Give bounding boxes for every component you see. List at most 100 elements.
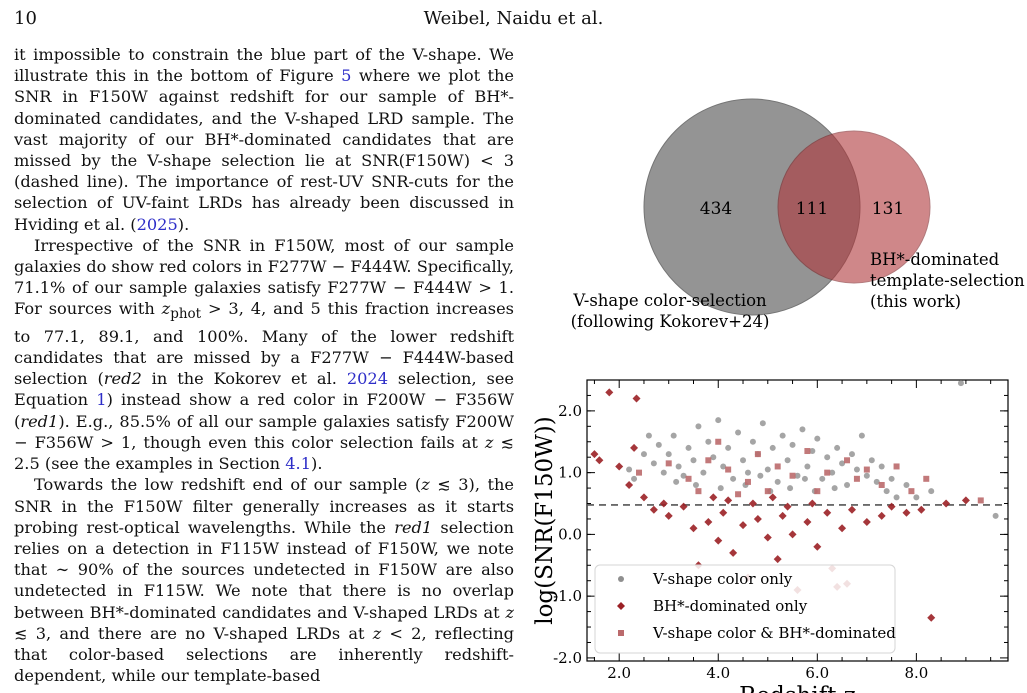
data-point-circle bbox=[799, 426, 806, 433]
subscript-text: phot bbox=[170, 306, 202, 323]
data-point-circle bbox=[834, 444, 841, 451]
text-run: > 3, 4, and 5 this fraction increases to… bbox=[14, 299, 514, 389]
venn-count-bh-only: 131 bbox=[872, 199, 904, 219]
data-point-circle bbox=[692, 481, 699, 488]
data-point-diamond bbox=[778, 511, 787, 520]
y-tick-label: -2.0 bbox=[553, 649, 582, 667]
data-point-circle bbox=[675, 463, 682, 470]
data-point-diamond bbox=[763, 533, 772, 542]
y-tick-label: -1.0 bbox=[553, 587, 582, 605]
data-point-square bbox=[725, 466, 732, 473]
data-point-square bbox=[754, 451, 761, 458]
data-point-square bbox=[695, 488, 702, 495]
data-point-circle bbox=[844, 481, 851, 488]
data-point-circle bbox=[839, 460, 846, 467]
data-point-diamond bbox=[813, 542, 822, 551]
data-point-diamond bbox=[590, 450, 599, 459]
data-point-square bbox=[923, 475, 930, 482]
x-tick-label: 2.0 bbox=[607, 664, 631, 682]
data-point-square bbox=[844, 457, 851, 464]
italic-text: z bbox=[421, 475, 430, 495]
venn-circle-bh bbox=[777, 130, 931, 284]
data-point-circle bbox=[673, 478, 680, 485]
venn-label-vshape-line2: (following Kokorev+24) bbox=[571, 312, 770, 331]
data-point-circle bbox=[695, 423, 702, 430]
data-point-diamond bbox=[679, 502, 688, 511]
venn-diagram: 434 111 131 V-shape color-selection (fol… bbox=[571, 98, 1025, 331]
data-point-circle bbox=[774, 478, 781, 485]
data-point-circle bbox=[715, 417, 722, 424]
citation-link[interactable]: 5 bbox=[341, 66, 352, 86]
venn-label-bh-line3: (this work) bbox=[870, 292, 961, 311]
italic-text: red2 bbox=[103, 369, 142, 389]
data-point-circle bbox=[883, 488, 890, 495]
text-run: it impossible to constrain the blue part… bbox=[14, 45, 514, 86]
text-run: Towards the low redshift end of our samp… bbox=[34, 475, 422, 495]
data-point-circle bbox=[650, 460, 657, 467]
y-axis-label: log(SNR(F150W)) bbox=[532, 416, 558, 625]
data-point-circle bbox=[665, 451, 672, 458]
data-point-circle bbox=[824, 454, 831, 461]
italic-text: z bbox=[484, 432, 494, 452]
citation-link[interactable]: 2025 bbox=[136, 214, 178, 234]
data-point-diamond bbox=[639, 493, 648, 502]
data-point-circle bbox=[801, 475, 808, 482]
data-point-circle bbox=[735, 429, 742, 436]
data-point-circle bbox=[928, 488, 935, 495]
data-point-square bbox=[977, 497, 984, 504]
data-point-diamond bbox=[605, 388, 614, 397]
data-point-circle bbox=[670, 432, 677, 439]
text-run: ) instead show a red color in F200W − F3… bbox=[14, 390, 514, 431]
citation-link[interactable]: 4.1 bbox=[285, 454, 311, 474]
data-point-diamond bbox=[689, 524, 698, 533]
data-point-square bbox=[685, 475, 692, 482]
data-point-circle bbox=[888, 475, 895, 482]
data-point-diamond bbox=[823, 508, 832, 517]
data-point-square bbox=[863, 466, 870, 473]
data-point-diamond bbox=[649, 505, 658, 514]
citation-link[interactable]: 1 bbox=[96, 390, 107, 410]
data-point-circle bbox=[631, 475, 638, 482]
data-point-diamond bbox=[615, 462, 624, 471]
legend-entry-label: BH*-dominated only bbox=[653, 597, 808, 615]
data-point-circle bbox=[690, 457, 697, 464]
text-run: ). bbox=[177, 214, 190, 234]
y-tick-label: 0.0 bbox=[558, 525, 582, 543]
data-point-circle bbox=[863, 472, 870, 479]
data-point-diamond bbox=[847, 505, 856, 514]
legend-marker-square bbox=[618, 630, 624, 636]
data-point-square bbox=[636, 469, 643, 476]
venn-label-bh-line1: BH*-dominated bbox=[870, 250, 1000, 269]
data-point-square bbox=[853, 475, 860, 482]
data-point-circle bbox=[700, 469, 707, 476]
data-point-circle bbox=[757, 472, 764, 479]
data-point-diamond bbox=[927, 613, 936, 622]
legend-entry-label: V-shape color only bbox=[652, 570, 793, 588]
data-point-circle bbox=[769, 444, 776, 451]
data-point-square bbox=[774, 463, 781, 470]
italic-text: z bbox=[161, 299, 171, 319]
data-point-circle bbox=[784, 457, 791, 464]
data-point-diamond bbox=[704, 518, 713, 527]
data-point-circle bbox=[992, 512, 999, 519]
data-point-diamond bbox=[724, 496, 733, 505]
data-point-diamond bbox=[788, 530, 797, 539]
text-run: < 2, reflecting that color-based selecti… bbox=[14, 623, 514, 686]
italic-text: z bbox=[505, 602, 514, 622]
citation-link[interactable]: 2024 bbox=[346, 369, 389, 389]
data-point-circle bbox=[717, 485, 724, 492]
data-point-square bbox=[814, 488, 821, 495]
text-run: where we plot the SNR in F150W against r… bbox=[14, 66, 514, 234]
venn-count-vshape-only: 434 bbox=[700, 199, 732, 219]
body-text-column: it impossible to constrain the blue part… bbox=[14, 44, 514, 693]
text-run: selection, see Equation bbox=[14, 369, 514, 410]
legend-marker-circle bbox=[618, 576, 624, 582]
data-point-circle bbox=[804, 463, 811, 470]
data-point-diamond bbox=[838, 524, 847, 533]
data-point-circle bbox=[759, 420, 766, 427]
paragraph-3: Towards the low redshift end of our samp… bbox=[14, 474, 514, 686]
legend-entry-label: V-shape color & BH*-dominated bbox=[652, 624, 896, 642]
data-point-diamond bbox=[917, 505, 926, 514]
text-run: selection relies on a detection in F115W… bbox=[14, 517, 514, 622]
data-point-circle bbox=[903, 481, 910, 488]
